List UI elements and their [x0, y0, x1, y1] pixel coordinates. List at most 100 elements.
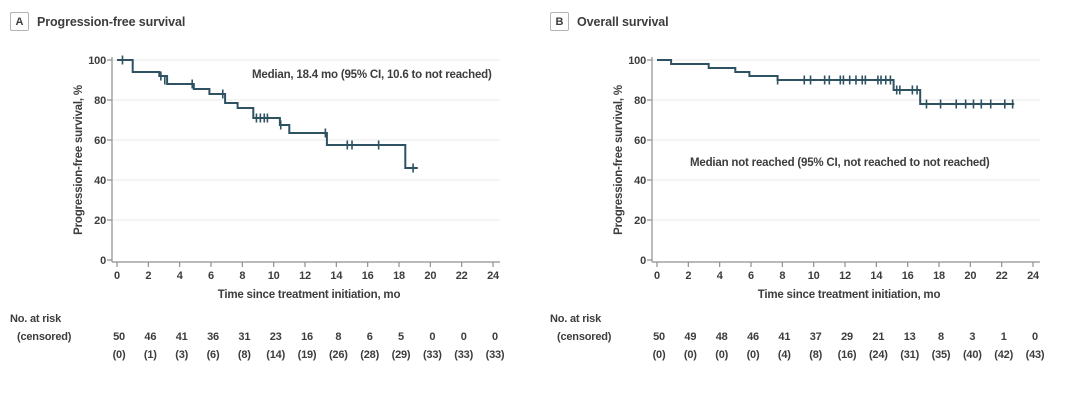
svg-text:0: 0: [429, 331, 435, 343]
svg-text:4: 4: [177, 270, 184, 282]
svg-text:8: 8: [335, 331, 341, 343]
svg-text:(26): (26): [329, 349, 348, 361]
svg-text:No. at risk: No. at risk: [10, 313, 62, 325]
svg-text:(16): (16): [838, 349, 857, 361]
svg-text:6: 6: [748, 270, 754, 282]
svg-text:(0): (0): [113, 349, 126, 361]
axis-titles: Time since treatment initiation, mo Progr…: [613, 85, 941, 301]
svg-text:22: 22: [996, 270, 1008, 282]
svg-text:14: 14: [870, 270, 883, 282]
axes: [107, 57, 500, 267]
svg-text:Time since treatment initiatio: Time since treatment initiation, mo: [218, 289, 401, 301]
svg-text:18: 18: [933, 270, 945, 282]
svg-text:(6): (6): [207, 349, 220, 361]
svg-text:8: 8: [938, 331, 944, 343]
svg-text:(31): (31): [900, 349, 919, 361]
svg-text:20: 20: [634, 215, 646, 227]
svg-text:5: 5: [398, 331, 404, 343]
censor-marks: [121, 55, 414, 173]
svg-text:14: 14: [330, 270, 343, 282]
svg-text:(censored): (censored): [557, 331, 612, 343]
svg-text:0: 0: [461, 331, 467, 343]
svg-text:Time since treatment initiatio: Time since treatment initiation, mo: [758, 289, 941, 301]
svg-text:40: 40: [634, 175, 646, 187]
censor-marks: [776, 75, 1014, 109]
svg-text:(28): (28): [360, 349, 379, 361]
svg-text:21: 21: [872, 331, 884, 343]
svg-text:80: 80: [94, 95, 106, 107]
svg-text:0: 0: [640, 255, 646, 267]
svg-text:(4): (4): [778, 349, 791, 361]
svg-text:(8): (8): [238, 349, 251, 361]
svg-text:2: 2: [145, 270, 151, 282]
km-curve: [657, 59, 1015, 105]
svg-text:(33): (33): [486, 349, 505, 361]
panel-b: B Overall survival 0 20 40 60 80 100 0 2 4 6 8 10 12…: [540, 0, 1080, 400]
svg-text:24: 24: [487, 270, 500, 282]
svg-text:Median, 18.4 mo (95% CI, 10.6: Median, 18.4 mo (95% CI, 10.6 to not rea…: [252, 69, 492, 81]
svg-text:10: 10: [268, 270, 280, 282]
at-risk-table: No. at risk (censored) 50 (0) 49 (0) 48 (0) 46 (0…: [550, 313, 1045, 361]
svg-text:29: 29: [841, 331, 853, 343]
svg-text:16: 16: [362, 270, 374, 282]
svg-text:22: 22: [456, 270, 468, 282]
svg-text:(35): (35): [932, 349, 951, 361]
svg-text:41: 41: [176, 331, 188, 343]
svg-text:13: 13: [904, 331, 916, 343]
svg-text:Progression-free survival, %: Progression-free survival, %: [73, 85, 85, 235]
svg-text:(0): (0): [684, 349, 697, 361]
svg-text:0: 0: [654, 270, 660, 282]
svg-text:(8): (8): [809, 349, 822, 361]
svg-text:Progression-free survival, %: Progression-free survival, %: [613, 85, 625, 235]
gridlines: [112, 59, 500, 221]
svg-text:100: 100: [628, 55, 646, 67]
svg-text:31: 31: [238, 331, 250, 343]
svg-text:(0): (0): [653, 349, 666, 361]
svg-text:12: 12: [299, 270, 311, 282]
svg-text:8: 8: [239, 270, 245, 282]
median-annotation: Median, 18.4 mo (95% CI, 10.6 to not rea…: [252, 69, 492, 81]
svg-text:16: 16: [902, 270, 914, 282]
svg-text:No. at risk: No. at risk: [550, 313, 602, 325]
svg-text:(3): (3): [175, 349, 188, 361]
panel-a: A Progression-free survival 0 20 40 60 80 100…: [10, 12, 505, 361]
svg-text:(0): (0): [715, 349, 728, 361]
svg-text:20: 20: [964, 270, 976, 282]
panel-b-label-box: B: [550, 12, 569, 31]
svg-text:18: 18: [393, 270, 405, 282]
svg-text:100: 100: [88, 55, 106, 67]
svg-text:16: 16: [301, 331, 313, 343]
svg-text:0: 0: [100, 255, 106, 267]
svg-text:36: 36: [207, 331, 219, 343]
panel-a-header: A Progression-free survival: [10, 12, 185, 31]
svg-text:4: 4: [717, 270, 724, 282]
svg-text:(19): (19): [298, 349, 317, 361]
svg-text:3: 3: [969, 331, 975, 343]
svg-text:(43): (43): [1026, 349, 1045, 361]
svg-text:0: 0: [492, 331, 498, 343]
svg-text:40: 40: [94, 175, 106, 187]
svg-text:Median not reached (95% CI, no: Median not reached (95% CI, not reached …: [690, 157, 990, 169]
svg-text:(censored): (censored): [17, 331, 72, 343]
svg-text:(0): (0): [747, 349, 760, 361]
svg-text:46: 46: [747, 331, 759, 343]
svg-text:(33): (33): [454, 349, 473, 361]
svg-text:0: 0: [1032, 331, 1038, 343]
svg-text:0: 0: [114, 270, 120, 282]
svg-text:41: 41: [778, 331, 790, 343]
svg-text:(29): (29): [392, 349, 411, 361]
svg-text:6: 6: [208, 270, 214, 282]
panel-b-title: Overall survival: [577, 14, 669, 29]
svg-text:20: 20: [424, 270, 436, 282]
at-risk-table: No. at risk(censored) 50(0)46(1)41(3)36(6…: [10, 313, 505, 361]
svg-text:60: 60: [94, 135, 106, 147]
svg-text:(24): (24): [869, 349, 888, 361]
panel-a-label-box: A: [10, 12, 29, 31]
median-annotation: Median not reached (95% CI, not reached …: [690, 157, 990, 169]
panel-b-header: B Overall survival: [550, 12, 669, 31]
svg-text:12: 12: [839, 270, 851, 282]
